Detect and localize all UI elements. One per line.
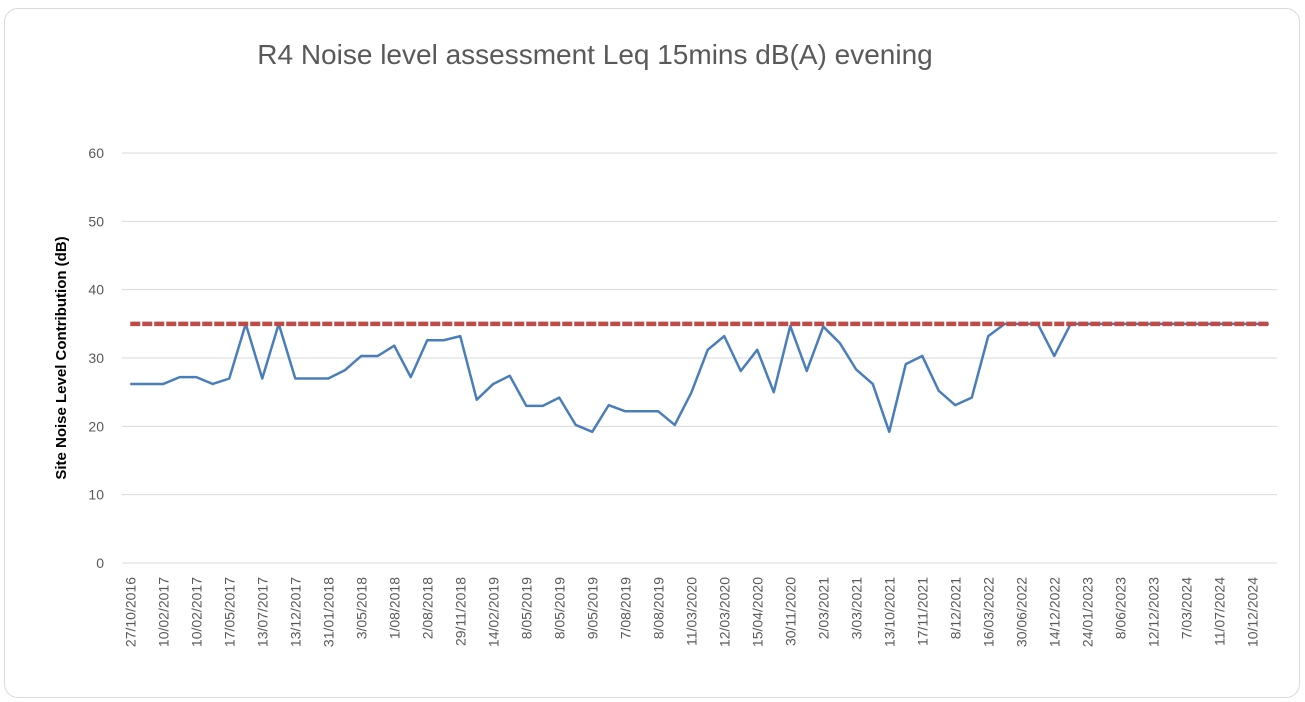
x-tick-label: 8/08/2019 xyxy=(650,577,666,639)
y-tick-label: 40 xyxy=(88,282,104,298)
x-tick-label: 11/03/2020 xyxy=(683,577,699,646)
x-tick-label: 11/07/2024 xyxy=(1211,577,1227,646)
x-tick-label: 3/03/2021 xyxy=(848,577,864,639)
x-tick-label: 31/01/2018 xyxy=(320,577,336,647)
x-tick-label: 13/12/2017 xyxy=(287,577,303,647)
x-tick-label: 2/03/2021 xyxy=(815,577,831,639)
x-tick-label: 10/12/2024 xyxy=(1244,577,1260,647)
y-tick-label: 50 xyxy=(88,213,104,229)
x-tick-label: 14/12/2022 xyxy=(1046,577,1062,647)
x-tick-label: 7/03/2024 xyxy=(1178,577,1194,639)
x-tick-label: 30/11/2020 xyxy=(782,577,798,646)
x-tick-label: 3/05/2018 xyxy=(353,577,369,639)
series-line xyxy=(130,322,1269,434)
x-tick-label: 13/10/2021 xyxy=(881,577,897,647)
y-axis-label: Site Noise Level Contribution (dB) xyxy=(53,236,70,479)
x-tick-label: 17/11/2021 xyxy=(914,577,930,646)
x-tick-label: 1/08/2018 xyxy=(386,577,402,639)
x-tick-label: 15/04/2020 xyxy=(749,577,765,647)
chart-title: R4 Noise level assessment Leq 15mins dB(… xyxy=(257,39,932,70)
x-tick-label: 29/11/2018 xyxy=(452,577,468,646)
x-tick-label: 27/10/2016 xyxy=(122,577,138,647)
x-tick-label: 10/02/2017 xyxy=(155,577,171,647)
x-tick-label: 8/06/2023 xyxy=(1112,577,1128,639)
x-tick-label: 8/05/2019 xyxy=(551,577,567,639)
chart-card xyxy=(4,8,1300,698)
y-tick-label: 20 xyxy=(88,418,104,434)
x-tick-label: 17/05/2017 xyxy=(221,577,237,647)
y-tick-label: 30 xyxy=(88,350,104,366)
x-tick-label: 8/12/2021 xyxy=(947,577,963,639)
x-tick-label: 9/05/2019 xyxy=(584,577,600,639)
y-tick-label: 10 xyxy=(88,487,104,503)
x-tick-label: 10/02/2017 xyxy=(188,577,204,647)
x-tick-label: 16/03/2022 xyxy=(980,577,996,647)
x-tick-label: 14/02/2019 xyxy=(485,577,501,647)
x-tick-label: 13/07/2017 xyxy=(254,577,270,647)
x-tick-label: 12/03/2020 xyxy=(716,577,732,647)
y-tick-label: 60 xyxy=(88,145,104,161)
x-tick-label: 12/12/2023 xyxy=(1145,577,1161,647)
x-tick-label: 24/01/2023 xyxy=(1079,577,1095,647)
x-tick-label: 2/08/2018 xyxy=(419,577,435,639)
x-tick-label: 8/05/2019 xyxy=(518,577,534,639)
x-tick-label: 7/08/2019 xyxy=(617,577,633,639)
y-tick-label: 0 xyxy=(96,555,104,571)
x-tick-label: 30/06/2022 xyxy=(1013,577,1029,647)
